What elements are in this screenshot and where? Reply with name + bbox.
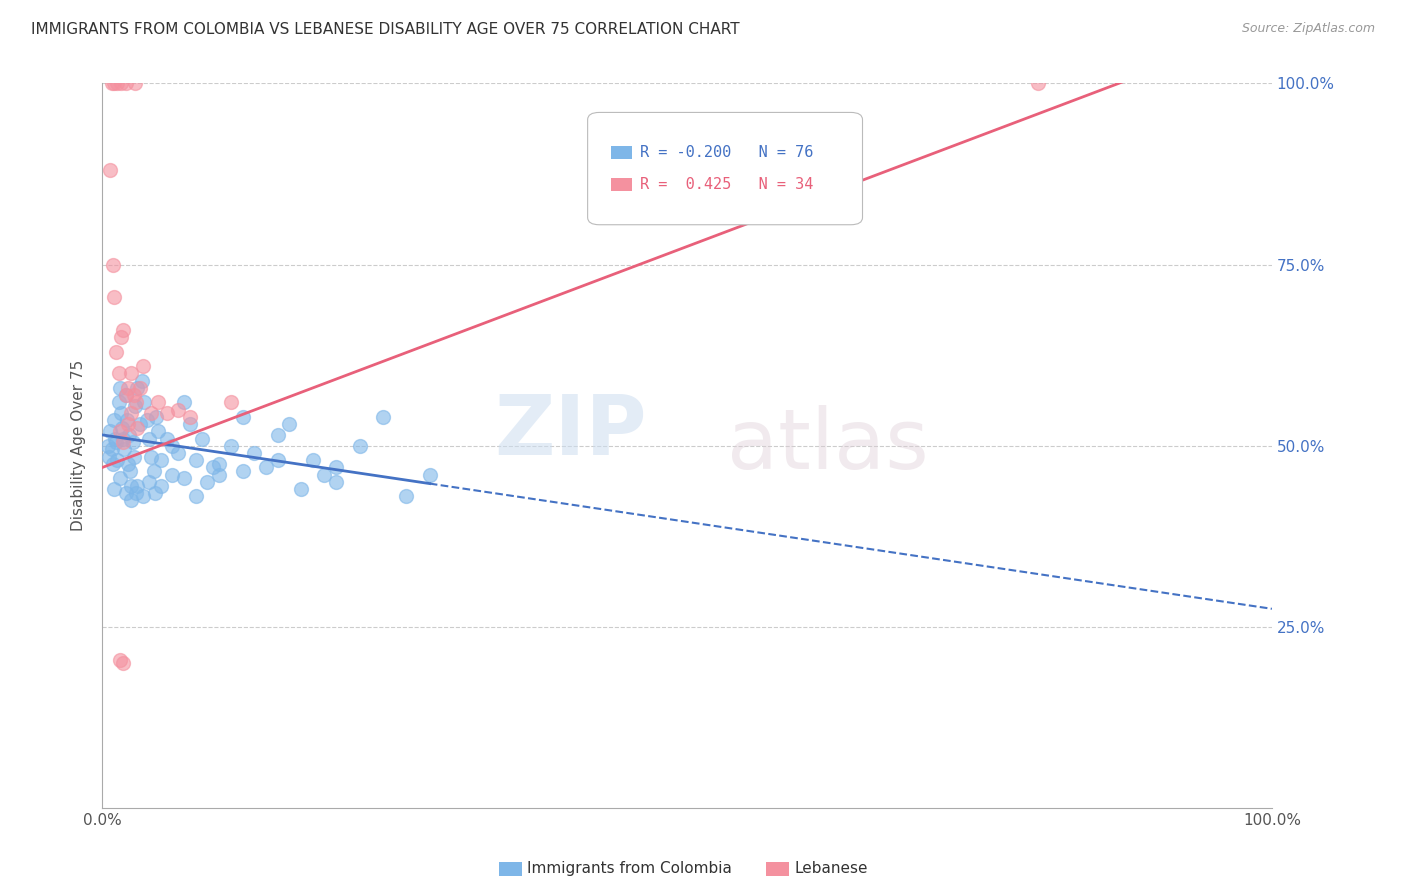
Text: Immigrants from Colombia: Immigrants from Colombia	[527, 862, 733, 876]
Text: Source: ZipAtlas.com: Source: ZipAtlas.com	[1241, 22, 1375, 36]
Text: Lebanese: Lebanese	[794, 862, 868, 876]
Text: R =  0.425   N = 34: R = 0.425 N = 34	[640, 178, 814, 193]
Text: atlas: atlas	[727, 405, 928, 486]
FancyBboxPatch shape	[588, 112, 862, 225]
Text: ZIP: ZIP	[494, 391, 647, 472]
Bar	[612, 145, 633, 159]
Text: R = -0.200   N = 76: R = -0.200 N = 76	[640, 145, 814, 160]
Y-axis label: Disability Age Over 75: Disability Age Over 75	[72, 360, 86, 532]
Bar	[612, 178, 633, 192]
Text: IMMIGRANTS FROM COLOMBIA VS LEBANESE DISABILITY AGE OVER 75 CORRELATION CHART: IMMIGRANTS FROM COLOMBIA VS LEBANESE DIS…	[31, 22, 740, 37]
